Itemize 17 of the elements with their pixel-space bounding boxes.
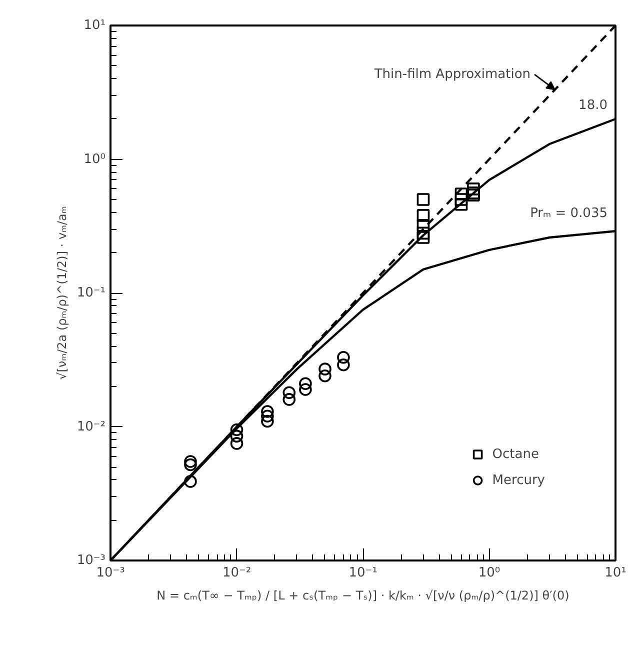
x-tick-label: 10⁻¹	[348, 566, 378, 580]
x-axis-title: N = cₘ(T∞ − Tₘₚ) / [L + cₛ(Tₘₚ − Tₛ)] · k/kₘ · √[ν/ν (ρₘ/ρ)^(1/2)] θ′(0)	[156, 588, 570, 602]
x-tick-label: 10⁰	[478, 566, 500, 580]
y-tick-label: 10⁻¹	[76, 286, 106, 300]
y-tick-label: 10⁻²	[76, 419, 106, 434]
y-axis-title: √[νₘ/2a (ρₘ/ρ)^(1/2)] · vₘ/aₘ	[54, 206, 69, 380]
y-tick-label: 10⁰	[84, 152, 106, 167]
x-tick-label: 10⁻²	[222, 566, 252, 580]
series-label: Prₘ = 0.035	[530, 206, 608, 222]
y-tick-label: 10⁻³	[76, 553, 106, 568]
series-label: 18.0	[578, 98, 608, 113]
legend-label: Octane	[492, 446, 539, 462]
series-label: Thin-film Approximation	[373, 66, 531, 82]
legend-label: Mercury	[492, 472, 545, 488]
x-tick-label: 10¹	[604, 566, 626, 580]
y-tick-label: 10¹	[84, 18, 106, 33]
x-tick-label: 10⁻³	[96, 566, 125, 580]
